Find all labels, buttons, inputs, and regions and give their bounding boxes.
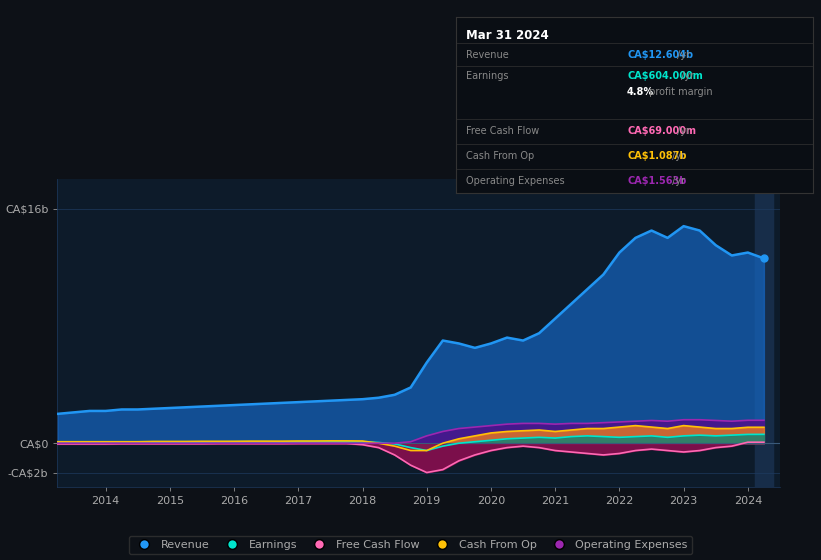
Text: /yr: /yr xyxy=(669,176,685,186)
Text: /yr: /yr xyxy=(669,151,685,161)
Text: /yr: /yr xyxy=(673,50,690,60)
Text: CA$1.563b: CA$1.563b xyxy=(627,176,686,186)
Text: Revenue: Revenue xyxy=(466,50,509,60)
Text: Cash From Op: Cash From Op xyxy=(466,151,534,161)
Text: Earnings: Earnings xyxy=(466,71,509,81)
Text: CA$12.604b: CA$12.604b xyxy=(627,50,693,60)
Text: 4.8%: 4.8% xyxy=(627,87,654,97)
Text: Mar 31 2024: Mar 31 2024 xyxy=(466,29,549,42)
Legend: Revenue, Earnings, Free Cash Flow, Cash From Op, Operating Expenses: Revenue, Earnings, Free Cash Flow, Cash … xyxy=(129,535,692,554)
Text: CA$604.000m: CA$604.000m xyxy=(627,71,703,81)
Text: /yr: /yr xyxy=(678,71,695,81)
Text: CA$69.000m: CA$69.000m xyxy=(627,127,696,137)
Text: CA$1.087b: CA$1.087b xyxy=(627,151,686,161)
Text: profit margin: profit margin xyxy=(645,87,713,97)
Text: /yr: /yr xyxy=(673,127,690,137)
Text: Free Cash Flow: Free Cash Flow xyxy=(466,127,539,137)
Text: Operating Expenses: Operating Expenses xyxy=(466,176,565,186)
